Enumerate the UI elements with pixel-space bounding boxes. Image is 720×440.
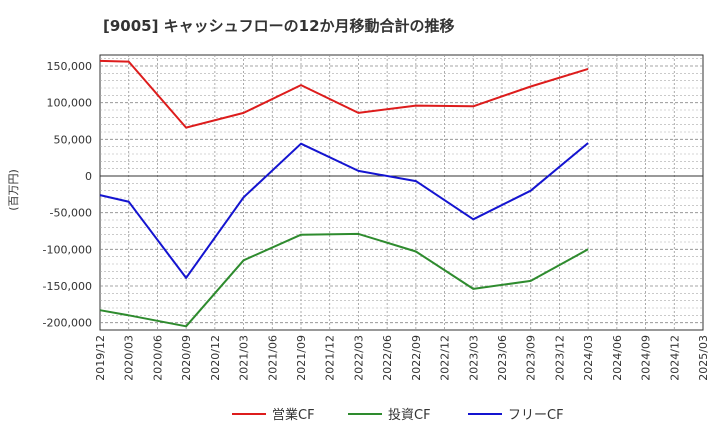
y-tick-label: 50,000: [54, 133, 93, 146]
y-axis-label: (百万円): [7, 169, 20, 211]
x-tick-label: 2022/09: [410, 335, 423, 381]
legend-label: 投資CF: [388, 407, 431, 423]
x-tick-label: 2020/03: [123, 335, 136, 381]
x-tick-label: 2025/03: [697, 335, 710, 381]
y-tick-label: -50,000: [50, 207, 92, 220]
legend-label: フリーCF: [508, 408, 564, 423]
y-tick-label: 150,000: [47, 60, 93, 73]
y-tick-label: -150,000: [43, 280, 92, 293]
series-line: [99, 59, 589, 129]
x-tick-label: 2019/12: [94, 335, 107, 381]
y-tick-label: 100,000: [47, 97, 93, 110]
x-tick-label: 2024/03: [582, 335, 595, 381]
plot-area: [99, 54, 704, 331]
y-axis-ticks: 150,000 100,000 50,000 0 -50,000 -100,000 -150…: [43, 60, 92, 330]
x-tick-label: 2023/06: [496, 335, 509, 381]
x-tick-label: 2021/03: [238, 335, 251, 381]
x-tick-label: 2022/06: [381, 335, 394, 381]
x-tick-label: 2022/12: [439, 335, 452, 381]
legend: 営業CF 投資CF フリーCF: [232, 407, 564, 423]
x-tick-label: 2023/03: [467, 335, 480, 381]
x-tick-label: 2023/12: [553, 335, 566, 381]
y-tick-label: -100,000: [43, 243, 92, 256]
y-tick-label: 0: [85, 170, 92, 183]
x-tick-label: 2024/12: [668, 335, 681, 381]
series-line: [99, 232, 589, 328]
chart-title: [9005] キャッシュフローの12か月移動合計の推移: [103, 17, 455, 35]
y-tick-label: -200,000: [43, 317, 92, 330]
x-tick-label: 2021/12: [324, 335, 337, 381]
x-tick-label: 2022/03: [352, 335, 365, 381]
x-tick-label: 2024/06: [611, 335, 624, 381]
x-tick-label: 2024/09: [640, 335, 653, 381]
x-tick-label: 2020/09: [180, 335, 193, 381]
x-tick-label: 2023/09: [525, 335, 538, 381]
x-tick-label: 2021/09: [295, 335, 308, 381]
grid-lines: [100, 55, 703, 330]
series-lines: [99, 59, 589, 328]
series-line: [99, 142, 589, 279]
x-axis-ticks: 2019/12 2020/03 2020/06 2020/09 2020/12 2021/…: [94, 335, 710, 381]
x-tick-label: 2020/12: [209, 335, 222, 381]
x-tick-label: 2021/06: [266, 335, 279, 381]
legend-label: 営業CF: [272, 407, 315, 423]
x-tick-label: 2020/06: [151, 335, 164, 381]
